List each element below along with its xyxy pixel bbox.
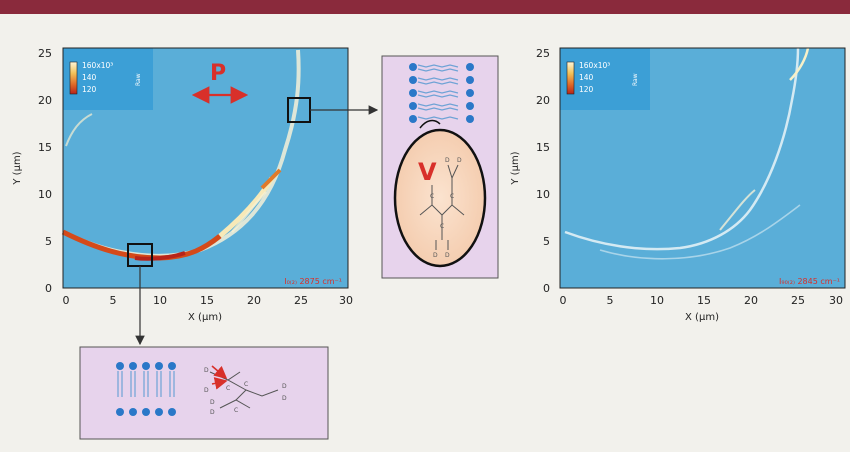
right-colorbar-unit: Raw: [632, 73, 639, 86]
svg-text:D: D: [204, 367, 209, 374]
left-colorbar-mid: 140: [82, 73, 97, 82]
left-y-tick-0: 0: [45, 282, 52, 295]
right-x-tick-25: 25: [791, 294, 805, 307]
left-ring-orange: [260, 168, 282, 190]
right-x-tick-15: 15: [697, 294, 711, 307]
left-band-label: I₀₍₂₎ 2875 cm⁻¹: [284, 277, 342, 286]
svg-text:D: D: [457, 157, 462, 164]
left-x-tick-15: 15: [200, 294, 214, 307]
right-colorbar-mid: 140: [579, 73, 594, 82]
right-colorbar-min: 120: [579, 85, 594, 94]
inset-top-pointer: [419, 119, 441, 129]
left-y-tick-5: 5: [45, 235, 52, 248]
right-map-frame: [559, 47, 846, 289]
right-x-axis: 0 5 10 15 20 25 30 X (μm): [560, 294, 844, 323]
polarization-label: P: [210, 61, 226, 86]
right-y-tick-20: 20: [536, 94, 550, 107]
left-x-tick-5: 5: [110, 294, 117, 307]
right-y-tick-10: 10: [536, 188, 550, 201]
left-y-axis: 0 5 10 15 20 25 Y (μm): [12, 47, 52, 295]
left-y-tick-10: 10: [38, 188, 52, 201]
vibration-label: V: [418, 158, 437, 186]
left-colorbar-max: 160x10³: [82, 61, 113, 70]
right-x-tick-10: 10: [650, 294, 664, 307]
svg-text:C: C: [226, 385, 230, 392]
left-y-tick-25: 25: [38, 47, 52, 60]
left-colorbar-box: [63, 48, 153, 110]
top-accent-bar: [0, 0, 850, 14]
right-y-tick-5: 5: [543, 235, 550, 248]
right-colorbar-box: [560, 48, 650, 110]
left-map-panel: 160x10³ 140 120 Raw P I₀₍₂₎ 2875 cm⁻¹: [61, 47, 349, 289]
left-ring-double: [231, 191, 267, 233]
left-x-tick-0: 0: [63, 294, 70, 307]
right-colorbar-gradient: [566, 61, 575, 95]
inset-top-zoom-oval: [393, 128, 487, 268]
inset-top-bilayer: [409, 63, 474, 123]
left-colorbar-gradient: [69, 61, 78, 95]
right-y-axis: 0 5 10 15 20 25 Y (μm): [510, 47, 550, 295]
inset-top-molecule: [419, 164, 465, 250]
right-y-axis-label: Y (μm): [510, 151, 521, 185]
svg-text:D: D: [282, 383, 287, 390]
left-x-tick-10: 10: [153, 294, 167, 307]
right-ring-bright: [789, 47, 810, 81]
left-x-axis: 0 5 10 15 20 25 30 X (μm): [63, 294, 354, 323]
right-colorbar-max: 160x10³: [579, 61, 610, 70]
svg-text:C: C: [440, 223, 444, 230]
left-y-axis-label: Y (μm): [12, 151, 23, 185]
right-x-axis-label: X (μm): [685, 312, 719, 323]
svg-text:D: D: [445, 252, 450, 259]
svg-text:D: D: [445, 157, 450, 164]
left-x-tick-30: 30: [339, 294, 353, 307]
svg-text:D: D: [210, 409, 215, 416]
inset-bottom-atoms: DD CCC DD DD: [204, 367, 287, 416]
right-x-tick-30: 30: [829, 294, 843, 307]
left-y-tick-20: 20: [38, 94, 52, 107]
svg-text:D: D: [433, 252, 438, 259]
right-x-tick-20: 20: [744, 294, 758, 307]
right-ring-outer: [564, 47, 800, 251]
svg-text:D: D: [204, 387, 209, 394]
svg-text:C: C: [234, 407, 238, 414]
right-x-tick-0: 0: [560, 294, 567, 307]
left-x-tick-25: 25: [294, 294, 308, 307]
svg-text:C: C: [430, 193, 434, 200]
right-ring-lower: [599, 204, 801, 260]
svg-text:C: C: [244, 381, 248, 388]
inset-bottom: DD CCC DD DD: [79, 346, 329, 440]
left-ring-hotspot: [134, 251, 186, 261]
svg-text:D: D: [210, 399, 215, 406]
right-y-tick-0: 0: [543, 282, 550, 295]
right-y-tick-15: 15: [536, 141, 550, 154]
left-map-frame: [62, 47, 349, 289]
left-x-tick-20: 20: [247, 294, 261, 307]
right-map-panel: 160x10³ 140 120 Raw I₉₀₍₂₎ 2845 cm⁻¹: [559, 47, 846, 289]
right-y-tick-25: 25: [536, 47, 550, 60]
left-x-axis-label: X (μm): [188, 312, 222, 323]
right-ring-inner: [719, 189, 756, 231]
svg-text:C: C: [450, 193, 454, 200]
left-ring-upperleft: [65, 113, 93, 147]
inset-bottom-bilayer: [116, 362, 176, 416]
left-colorbar-unit: Raw: [135, 73, 142, 86]
svg-text:D: D: [282, 395, 287, 402]
left-colorbar-min: 120: [82, 85, 97, 94]
right-band-label: I₉₀₍₂₎ 2845 cm⁻¹: [779, 277, 840, 286]
right-x-tick-5: 5: [607, 294, 614, 307]
left-y-tick-15: 15: [38, 141, 52, 154]
inset-bottom-red-arrows: [211, 365, 228, 390]
